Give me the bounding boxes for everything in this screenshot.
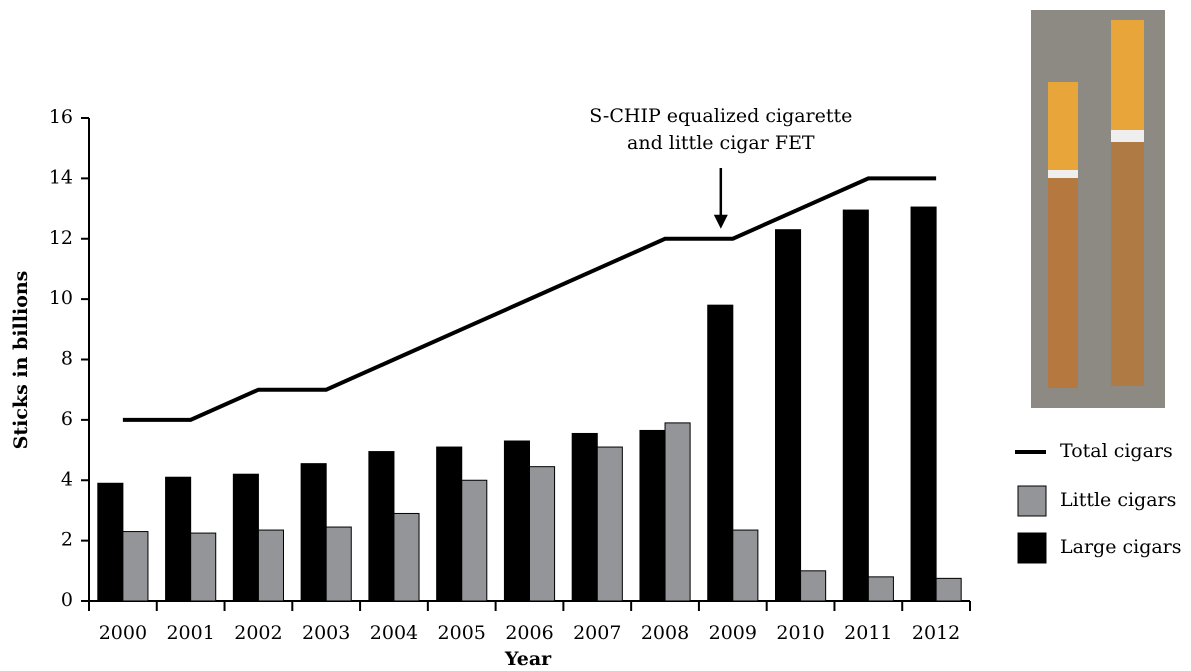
bar [775,229,802,602]
bar [596,446,623,602]
bar [232,473,259,602]
bar [165,476,192,602]
legend-label: Little cigars [1060,489,1176,511]
bar [97,482,124,602]
bar [732,529,759,602]
bar [935,577,962,602]
bar [393,512,420,602]
x-tick-label: 2010 [776,622,824,644]
x-tick-label: 2000 [99,622,147,644]
band [1111,130,1144,142]
bar [503,440,530,602]
annotation-arrowhead [713,214,728,229]
bar [300,463,327,602]
x-tick-label: 2003 [302,622,350,644]
bar [436,446,463,602]
bar [664,422,691,602]
filter [1111,20,1144,130]
y-tick-label: 0 [61,589,73,611]
y-tick-label: 14 [49,166,73,188]
y-tick-label: 2 [61,529,73,551]
x-tick-label: 2009 [709,622,757,644]
line [122,176,937,422]
photo [1031,10,1165,408]
y-tick-label: 16 [49,106,73,128]
x-tick-label: 2006 [505,622,553,644]
legend-swatch [1017,485,1047,517]
annotation: S-CHIP equalized cigarette [589,105,852,127]
x-tick-label: 2011 [844,622,892,644]
band [1048,170,1078,178]
y-tick-label: 4 [61,468,73,490]
bar [639,429,666,602]
annotation: and little cigar FET [627,132,815,154]
x-tick-label: 2007 [573,622,621,644]
y-tick-label: 12 [49,227,73,249]
bar [910,206,937,602]
wrapper [1111,142,1144,386]
filter [1048,82,1078,172]
x-tick-label: 2004 [370,622,418,644]
x-tick-label: 2001 [166,622,214,644]
y-tick-label: 6 [61,408,73,430]
bar [257,529,284,602]
x-tick-label: 2005 [438,622,486,644]
wrapper [1048,178,1078,388]
legend-label: Large cigars [1060,536,1182,558]
bar [368,451,395,602]
bar [529,466,556,602]
bar [867,576,894,602]
y-axis-label: Sticks in billions [10,271,32,450]
x-axis-label: Year [504,648,552,670]
legend-swatch [1017,532,1047,564]
x-tick-label: 2002 [234,622,282,644]
bar [122,531,149,602]
bar [461,479,488,602]
x-tick-label: 2012 [912,622,960,644]
bar [707,304,734,602]
x-tick-label: 2008 [641,622,689,644]
bar [800,570,827,602]
y-tick-label: 10 [49,287,73,309]
bar [571,432,598,602]
bar [325,526,352,602]
bar [842,209,869,602]
y-tick-label: 8 [61,348,73,370]
bar [190,532,217,602]
legend-label: Total cigars [1060,440,1173,462]
